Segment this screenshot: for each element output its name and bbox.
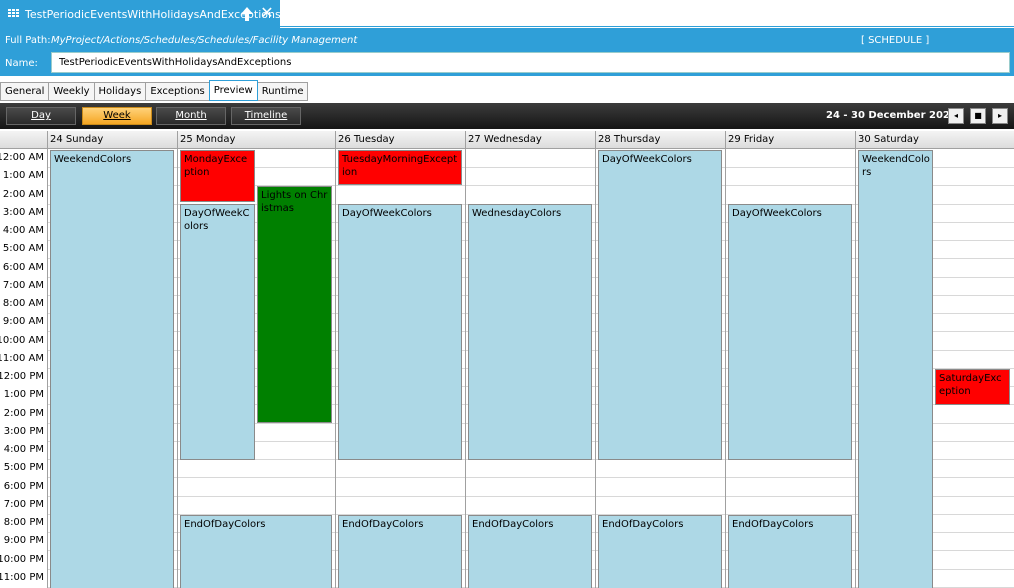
appointment-wednesday-colors[interactable]: WednesdayColors bbox=[468, 204, 592, 460]
appointment-weekend-colors-saturday[interactable]: WeekendColors bbox=[858, 150, 933, 588]
day-separator bbox=[335, 149, 336, 588]
week-view-button[interactable]: Week bbox=[82, 107, 152, 125]
appointment-tuesday-morning-exception[interactable]: TuesdayMorningException bbox=[338, 150, 462, 185]
appointment-day-of-week-colors-monday[interactable]: DayOfWeekColors bbox=[180, 204, 255, 460]
appointment-end-of-day-colors-monday[interactable]: EndOfDayColors bbox=[180, 515, 332, 588]
appointment-end-of-day-colors-wednesday[interactable]: EndOfDayColors bbox=[468, 515, 592, 588]
time-label: 8:00 PM bbox=[3, 517, 44, 528]
appointment-weekend-colors-sunday[interactable]: WeekendColors bbox=[50, 150, 174, 588]
property-tabs: General Weekly Holidays Exceptions Previ… bbox=[0, 80, 309, 101]
appointment-end-of-day-colors-tuesday[interactable]: EndOfDayColors bbox=[338, 515, 462, 588]
day-separator bbox=[177, 149, 178, 588]
day-view-button[interactable]: Day bbox=[6, 107, 76, 125]
month-view-button[interactable]: Month bbox=[156, 107, 226, 125]
day-header-wednesday: 27 Wednesday bbox=[465, 131, 595, 149]
day-separator bbox=[855, 149, 856, 588]
pin-icon[interactable] bbox=[240, 6, 254, 22]
day-header-friday: 29 Friday bbox=[725, 131, 855, 149]
day-header-sunday: 24 Sunday bbox=[47, 131, 177, 149]
full-path-label: Full Path: bbox=[5, 35, 51, 46]
time-label: 10:00 AM bbox=[0, 335, 44, 346]
document-tab-strip: TestPeriodicEventsWithHolidaysAndExcepti… bbox=[0, 0, 1014, 28]
day-separator bbox=[595, 149, 596, 588]
time-label: 2:00 AM bbox=[2, 189, 44, 200]
day-header-thursday: 28 Thursday bbox=[595, 131, 725, 149]
tab-preview[interactable]: Preview bbox=[208, 80, 258, 101]
time-label: 12:00 PM bbox=[0, 371, 44, 382]
time-label: 11:00 AM bbox=[0, 353, 44, 364]
tab-weekly[interactable]: Weekly bbox=[48, 82, 94, 101]
tab-exceptions[interactable]: Exceptions bbox=[145, 82, 209, 101]
hour-gridline bbox=[48, 167, 1014, 168]
object-kind-label: [ SCHEDULE ] bbox=[861, 35, 930, 46]
tab-runtime[interactable]: Runtime bbox=[257, 82, 309, 101]
appointment-monday-exception[interactable]: MondayException bbox=[180, 150, 255, 202]
day-header-tuesday: 26 Tuesday bbox=[335, 131, 465, 149]
time-label: 2:00 PM bbox=[3, 408, 44, 419]
timeline-view-button[interactable]: Timeline bbox=[231, 107, 301, 125]
document-tab[interactable]: TestPeriodicEventsWithHolidaysAndExcepti… bbox=[0, 0, 281, 28]
close-icon[interactable]: ✕ bbox=[260, 3, 274, 22]
today-button[interactable]: ■ bbox=[970, 108, 986, 124]
time-label: 12:00 AM bbox=[0, 152, 44, 163]
hour-gridline bbox=[48, 185, 1014, 186]
name-label: Name: bbox=[5, 58, 38, 69]
time-label: 3:00 AM bbox=[2, 207, 44, 218]
time-label: 8:00 AM bbox=[2, 298, 44, 309]
day-separator bbox=[465, 149, 466, 588]
appointment-end-of-day-colors-friday[interactable]: EndOfDayColors bbox=[728, 515, 852, 588]
appointment-end-of-day-colors-thursday[interactable]: EndOfDayColors bbox=[598, 515, 722, 588]
tab-holidays[interactable]: Holidays bbox=[93, 82, 146, 101]
full-path-value: MyProject/Actions/Schedules/Schedules/Fa… bbox=[51, 35, 358, 46]
time-label: 1:00 AM bbox=[2, 170, 44, 181]
next-range-button[interactable]: ▸ bbox=[992, 108, 1008, 124]
appointment-day-of-week-colors-friday[interactable]: DayOfWeekColors bbox=[728, 204, 852, 460]
scheduler-toolbar: Day Week Month Timeline 24 - 30 December… bbox=[0, 103, 1014, 129]
hour-gridline bbox=[48, 514, 1014, 515]
name-input[interactable] bbox=[51, 52, 1010, 73]
previous-range-button[interactable]: ◂ bbox=[948, 108, 964, 124]
appointment-day-of-week-colors-thursday[interactable]: DayOfWeekColors bbox=[598, 150, 722, 460]
time-label: 7:00 AM bbox=[2, 280, 44, 291]
time-label: 9:00 PM bbox=[3, 535, 44, 546]
appointment-lights-on-christmas[interactable]: Lights on Christmas bbox=[257, 186, 332, 423]
time-ruler: 12:00 AM 1:00 AM 2:00 AM 3:00 AM 4:00 AM… bbox=[0, 149, 48, 588]
day-header-saturday: 30 Saturday bbox=[855, 131, 1014, 149]
day-header-row: 24 Sunday 25 Monday 26 Tuesday 27 Wednes… bbox=[0, 131, 1014, 149]
document-tab-title: TestPeriodicEventsWithHolidaysAndExcepti… bbox=[25, 7, 281, 21]
time-label: 5:00 PM bbox=[3, 462, 44, 473]
time-label: 3:00 PM bbox=[3, 426, 44, 437]
time-label: 4:00 AM bbox=[2, 225, 44, 236]
time-label: 4:00 PM bbox=[3, 444, 44, 455]
time-label: 5:00 AM bbox=[2, 243, 44, 254]
time-label: 6:00 AM bbox=[2, 262, 44, 273]
date-range-label: 24 - 30 December 2023 bbox=[826, 110, 957, 121]
hour-gridline bbox=[48, 496, 1014, 497]
time-label: 11:00 PM bbox=[0, 572, 44, 583]
tab-general[interactable]: General bbox=[0, 82, 49, 101]
object-header: Full Path: MyProject/Actions/Schedules/S… bbox=[0, 28, 1014, 76]
time-label: 1:00 PM bbox=[3, 389, 44, 400]
appointment-day-of-week-colors-tuesday[interactable]: DayOfWeekColors bbox=[338, 204, 462, 460]
time-label: 9:00 AM bbox=[2, 316, 44, 327]
appointment-saturday-exception[interactable]: SaturdayException bbox=[935, 369, 1010, 405]
time-label: 6:00 PM bbox=[3, 481, 44, 492]
day-header-monday: 25 Monday bbox=[177, 131, 335, 149]
week-grid[interactable]: 12:00 AM 1:00 AM 2:00 AM 3:00 AM 4:00 AM… bbox=[0, 149, 1014, 588]
day-separator bbox=[725, 149, 726, 588]
time-label: 7:00 PM bbox=[3, 499, 44, 510]
hour-gridline bbox=[48, 477, 1014, 478]
schedule-grid-icon bbox=[8, 9, 19, 19]
time-label: 10:00 PM bbox=[0, 554, 44, 565]
